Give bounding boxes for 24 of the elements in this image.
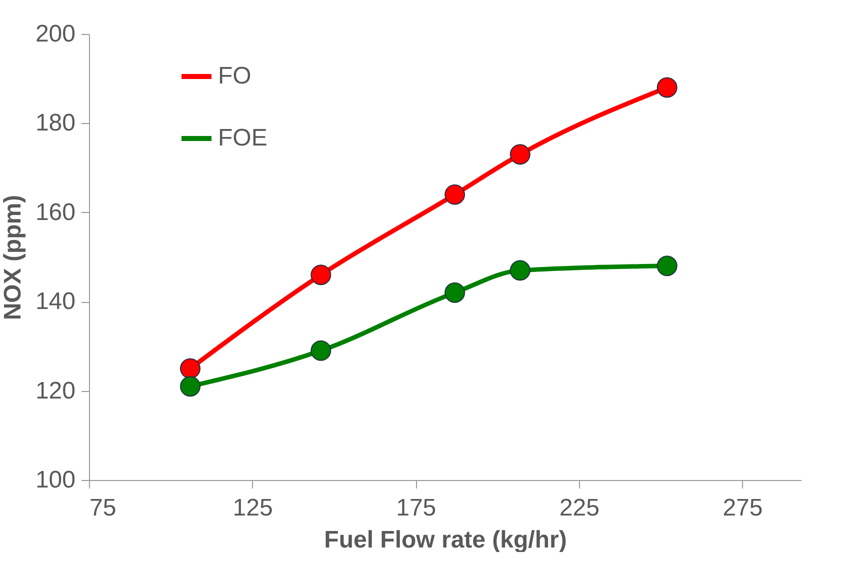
- point: [444, 184, 466, 205]
- point: [656, 77, 678, 98]
- point: [310, 264, 332, 286]
- x-tick-label: 225: [559, 494, 600, 522]
- point: [444, 282, 466, 303]
- y-tick-label: 160: [35, 198, 76, 226]
- point: [510, 260, 530, 281]
- point: [180, 358, 200, 379]
- point: [180, 376, 200, 397]
- legend-label: FOE: [218, 124, 268, 152]
- y-tick-label: 140: [35, 288, 76, 316]
- y-tick-label: 180: [35, 110, 76, 137]
- legend-label: FO: [218, 62, 252, 90]
- y-axis-title: NOX (ppm): [0, 194, 26, 320]
- x-tick-label: 275: [722, 494, 763, 522]
- y-tick-label: 200: [35, 20, 76, 48]
- y-tick-label: 100: [35, 466, 76, 494]
- x-tick-label: 175: [396, 494, 436, 522]
- point: [656, 256, 678, 276]
- point: [310, 340, 332, 361]
- x-tick-label: 125: [232, 494, 273, 522]
- point: [510, 144, 530, 165]
- x-tick-label: 75: [90, 494, 116, 522]
- y-tick-label: 120: [35, 377, 76, 404]
